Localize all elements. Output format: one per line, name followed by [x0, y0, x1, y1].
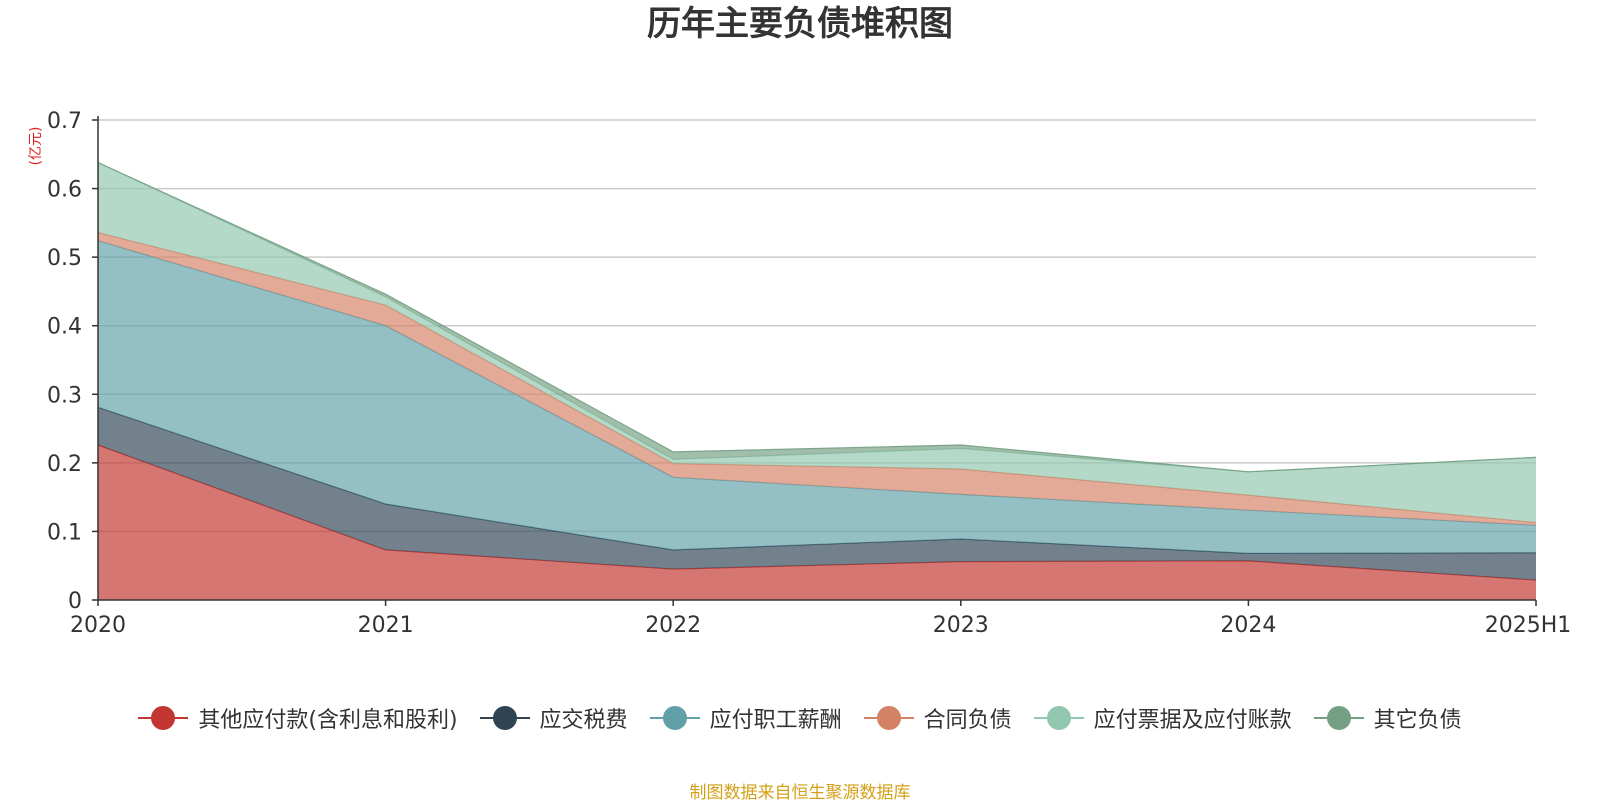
axes: 0 0.1 0.2 0.3 0.4 0.5 0.6 0.7 2020 2021 2022 2023 20… [47, 109, 1571, 638]
y-tick-label: 0.7 [47, 109, 82, 134]
x-tick-label: 2020 [70, 613, 126, 638]
legend-item-2[interactable]: 应交税费 [479, 702, 628, 734]
area-series-layer [97, 161, 1537, 600]
legend-item-6[interactable]: 其它负债 [1313, 702, 1462, 734]
legend-item-1[interactable]: 其他应付款(含利息和股利) [138, 702, 458, 734]
y-tick-label: 0 [68, 589, 82, 614]
legend-item-4[interactable]: 合同负债 [863, 702, 1012, 734]
legend-swatch-icon [138, 706, 189, 730]
legend-label: 其它负债 [1373, 708, 1462, 733]
legend-label: 合同负债 [923, 708, 1012, 733]
x-tick-label: 2024 [1220, 613, 1276, 638]
x-tick-label: 2023 [933, 613, 989, 638]
legend: 其他应付款(含利息和股利) 应交税费 应付职工薪酬 合同负债 应付票据及应付账款 其它负债 [0, 700, 1600, 736]
legend-label: 应付职工薪酬 [709, 708, 842, 733]
legend-label: 应交税费 [539, 708, 628, 733]
area-series-2 [98, 407, 1536, 581]
y-tick-label: 0.1 [47, 520, 82, 545]
area-series-line-6 [97, 161, 1537, 473]
legend-swatch-icon [649, 706, 700, 730]
legend-item-5[interactable]: 应付票据及应付账款 [1033, 702, 1292, 734]
y-axis-unit-label: (亿元) [28, 127, 44, 166]
legend-label: 其他应付款(含利息和股利) [198, 708, 458, 733]
legend-item-3[interactable]: 应付职工薪酬 [649, 702, 842, 734]
y-tick-label: 0.3 [47, 383, 82, 408]
legend-swatch-icon [1313, 706, 1364, 730]
area-series-5 [98, 162, 1536, 523]
y-tick-label: 0.5 [47, 246, 82, 271]
x-tick-label: 2021 [358, 613, 414, 638]
chart-title: 历年主要负债堆积图 [647, 4, 953, 44]
area-series-3 [98, 240, 1536, 554]
legend-swatch-icon [479, 706, 530, 730]
x-tick-label: 2022 [645, 613, 701, 638]
legend-label: 应付票据及应付账款 [1093, 708, 1292, 733]
y-tick-label: 0.2 [47, 452, 82, 477]
legend-swatch-icon [863, 706, 914, 730]
data-source-note: 制图数据来自恒生聚源数据库 [689, 783, 911, 803]
legend-swatch-icon [1033, 706, 1084, 730]
y-tick-label: 0.6 [47, 178, 82, 203]
x-tick-label: 2025H1 [1485, 613, 1572, 638]
y-tick-label: 0.4 [47, 315, 82, 340]
